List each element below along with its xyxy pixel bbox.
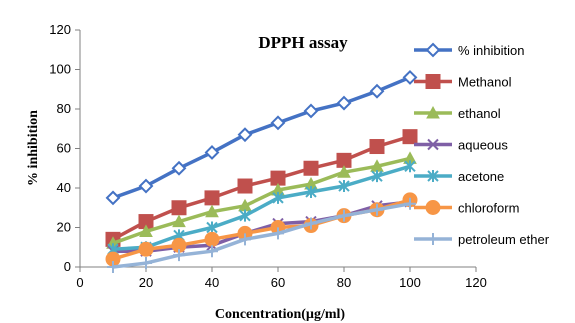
data-point	[239, 209, 251, 222]
x-axis-label: Concentration(µg/ml)	[215, 307, 345, 322]
series-line	[112, 134, 411, 241]
data-point	[402, 69, 418, 85]
legend-swatch-marker	[425, 42, 441, 58]
data-point	[369, 139, 385, 155]
y-tick-label: 60	[57, 141, 71, 156]
data-point	[272, 191, 284, 204]
x-tick-label: 20	[139, 275, 153, 290]
x-tick-label: 40	[205, 275, 219, 290]
legend-swatch-marker	[427, 138, 439, 151]
y-tick-label: 120	[49, 22, 71, 37]
series-line	[112, 156, 411, 245]
legend-label: ethanol	[458, 106, 501, 121]
data-point	[337, 165, 351, 178]
legend: % inhibition Methanol ethanol aqueous aceton…	[414, 42, 550, 247]
legend-label: aqueous	[458, 138, 508, 153]
legend-item: acetone	[414, 169, 504, 184]
series-4	[107, 160, 416, 256]
data-point	[173, 249, 185, 262]
legend-label: chloroform	[458, 201, 519, 216]
legend-swatch-marker	[426, 105, 440, 119]
series-layer	[105, 69, 418, 273]
chart-title: DPPH assay	[258, 33, 348, 52]
x-tick-label: 80	[337, 275, 351, 290]
axes: 0 20 40 60 80 100 120 0 20 40 60 80 100 120	[49, 22, 487, 290]
legend-swatch-marker	[425, 200, 441, 215]
data-point	[272, 227, 284, 240]
data-point	[206, 245, 218, 258]
series-1	[105, 129, 418, 247]
legend-swatch-marker	[427, 170, 439, 182]
data-point	[204, 145, 220, 160]
legend-item: % inhibition	[414, 42, 525, 58]
legend-swatch-marker	[427, 233, 439, 245]
data-point	[171, 160, 187, 176]
y-tick-label: 0	[64, 259, 71, 274]
data-point	[107, 261, 119, 273]
data-point	[371, 203, 383, 216]
data-point	[404, 160, 416, 173]
series-line	[112, 202, 411, 269]
data-point	[140, 257, 152, 270]
data-point	[204, 231, 220, 247]
series-2	[106, 151, 417, 249]
data-point	[206, 221, 218, 234]
data-point	[338, 209, 350, 222]
data-point	[237, 127, 253, 143]
data-point	[336, 95, 352, 111]
y-tick-label: 40	[57, 180, 71, 195]
data-point	[338, 180, 350, 193]
y-tick-label: 20	[57, 220, 71, 235]
legend-item: petroleum ether	[414, 232, 550, 247]
data-point	[237, 178, 253, 194]
legend-label: % inhibition	[458, 43, 525, 58]
legend-item: Methanol	[414, 74, 512, 90]
data-point	[138, 178, 154, 194]
legend-item: ethanol	[414, 105, 501, 121]
legend-label: acetone	[458, 169, 504, 184]
data-point	[369, 83, 385, 99]
legend-item: aqueous	[414, 138, 508, 153]
x-tick-label: 100	[399, 275, 421, 290]
x-tick-label: 0	[76, 275, 83, 290]
data-point	[402, 129, 418, 145]
data-point	[305, 185, 317, 198]
series-line	[113, 200, 411, 253]
series-line	[112, 164, 411, 251]
data-point	[204, 190, 220, 206]
data-point	[239, 233, 251, 246]
data-point	[171, 200, 187, 216]
y-tick-label: 80	[57, 101, 71, 116]
y-axis-label: % inhibition	[26, 110, 41, 186]
x-tick-label: 60	[271, 275, 285, 290]
data-point	[205, 204, 219, 218]
data-point	[172, 214, 186, 228]
data-point	[138, 241, 154, 257]
data-point	[303, 160, 319, 176]
series-line	[112, 75, 411, 200]
legend-swatch-marker	[425, 74, 441, 89]
data-point	[105, 190, 121, 206]
data-point	[270, 115, 286, 131]
data-point	[305, 217, 317, 230]
legend-label: petroleum ether	[458, 232, 550, 247]
series-0	[105, 69, 418, 206]
data-point	[404, 197, 416, 210]
legend-label: Methanol	[458, 75, 512, 90]
series-6	[107, 197, 416, 273]
data-point	[303, 103, 319, 119]
data-point	[371, 170, 383, 183]
y-tick-label: 100	[49, 62, 71, 77]
data-point	[139, 224, 153, 237]
x-tick-label: 120	[465, 275, 487, 290]
legend-item: chloroform	[414, 200, 519, 216]
